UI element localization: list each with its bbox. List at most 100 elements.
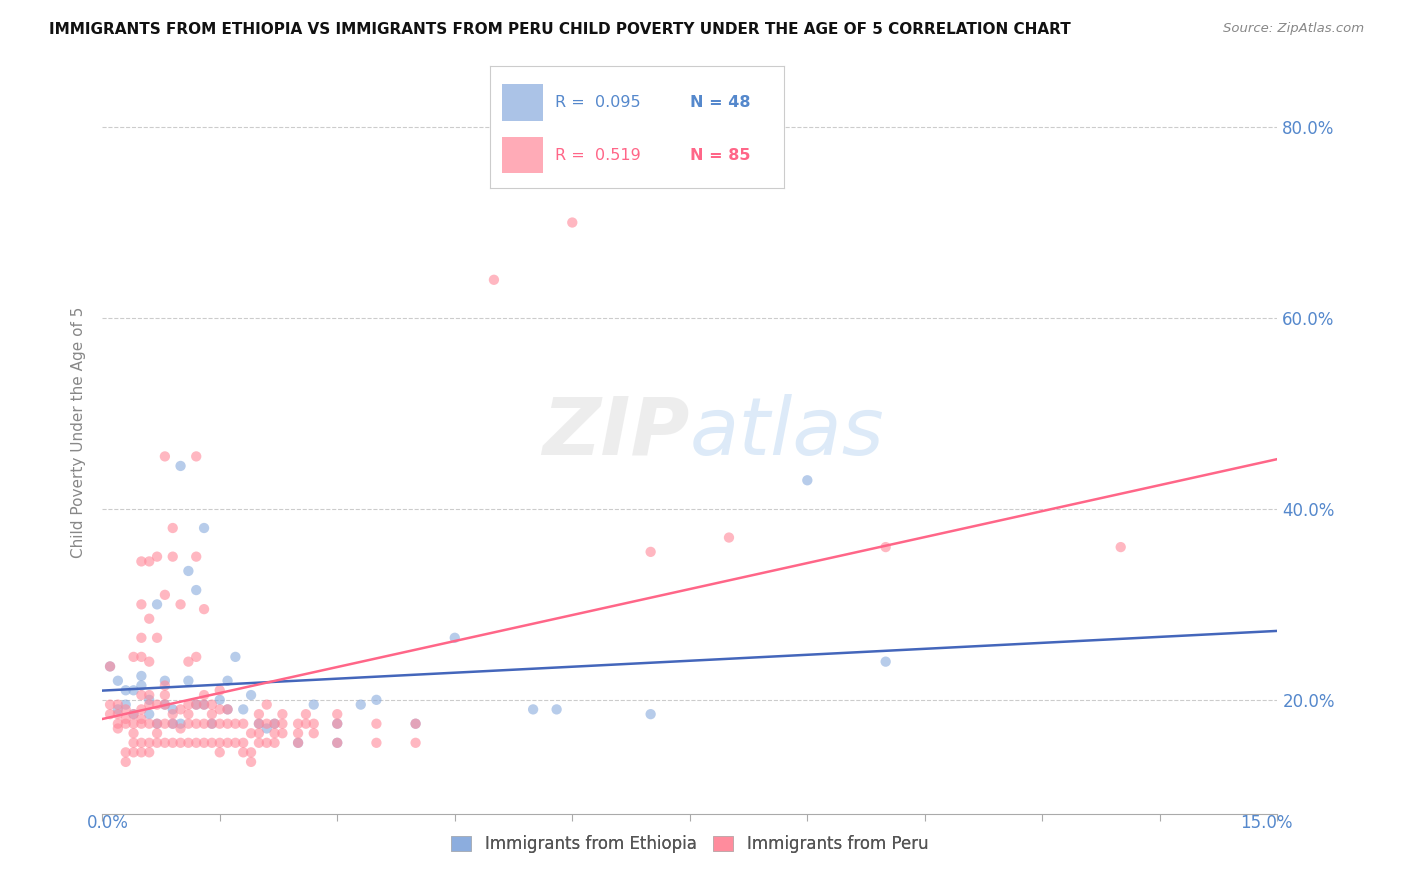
Point — [256, 698, 278, 712]
Point — [208, 693, 231, 707]
Point — [287, 726, 309, 740]
Point — [240, 755, 263, 769]
Point — [263, 716, 285, 731]
Point — [405, 716, 427, 731]
Point — [186, 698, 208, 712]
Point — [193, 698, 215, 712]
Point — [122, 736, 145, 750]
Point — [208, 702, 231, 716]
Point — [146, 726, 169, 740]
Point — [240, 726, 263, 740]
Point — [138, 736, 160, 750]
Point — [295, 716, 318, 731]
Point — [326, 736, 349, 750]
Point — [131, 679, 153, 693]
Point — [131, 554, 153, 568]
Point — [271, 726, 294, 740]
Point — [131, 669, 153, 683]
Point — [153, 450, 176, 464]
Point — [98, 659, 121, 673]
Point — [186, 736, 208, 750]
Point — [201, 716, 224, 731]
Point — [208, 745, 231, 759]
Point — [153, 736, 176, 750]
Point — [193, 602, 215, 616]
Point — [186, 450, 208, 464]
Point — [131, 688, 153, 702]
Point — [131, 736, 153, 750]
Point — [138, 698, 160, 712]
Point — [169, 598, 191, 612]
Point — [240, 688, 263, 702]
Point — [138, 688, 160, 702]
Point — [131, 598, 153, 612]
Point — [561, 215, 583, 229]
Point — [186, 649, 208, 664]
Point — [875, 655, 897, 669]
Point — [217, 673, 239, 688]
Point — [201, 698, 224, 712]
Point — [98, 698, 121, 712]
Point — [162, 521, 184, 535]
Point — [114, 745, 136, 759]
Point — [201, 716, 224, 731]
Point — [350, 698, 373, 712]
Point — [640, 707, 662, 722]
Point — [287, 736, 309, 750]
Point — [146, 598, 169, 612]
Point — [153, 588, 176, 602]
Point — [326, 736, 349, 750]
Point — [186, 549, 208, 564]
Point — [208, 736, 231, 750]
Point — [186, 698, 208, 712]
Point — [522, 702, 544, 716]
Point — [177, 707, 200, 722]
Text: Source: ZipAtlas.com: Source: ZipAtlas.com — [1223, 22, 1364, 36]
Point — [107, 673, 129, 688]
Point — [138, 745, 160, 759]
Point — [366, 736, 388, 750]
Point — [138, 716, 160, 731]
Point — [98, 707, 121, 722]
Point — [193, 736, 215, 750]
Point — [107, 722, 129, 736]
Point — [138, 693, 160, 707]
Point — [169, 702, 191, 716]
Point — [232, 702, 254, 716]
Point — [263, 716, 285, 731]
Point — [114, 712, 136, 726]
Point — [302, 698, 325, 712]
Point — [153, 673, 176, 688]
Point — [287, 736, 309, 750]
Point — [263, 726, 285, 740]
Point — [224, 736, 246, 750]
Point — [122, 707, 145, 722]
Point — [186, 582, 208, 597]
Point — [153, 698, 176, 712]
Point — [287, 716, 309, 731]
Point — [193, 688, 215, 702]
Point — [169, 722, 191, 736]
Legend: Immigrants from Ethiopia, Immigrants from Peru: Immigrants from Ethiopia, Immigrants fro… — [444, 828, 935, 860]
Point — [217, 702, 239, 716]
Point — [366, 716, 388, 731]
Point — [169, 458, 191, 473]
Point — [1109, 540, 1132, 554]
Point — [405, 716, 427, 731]
Point — [875, 540, 897, 554]
Point — [326, 707, 349, 722]
Point — [295, 707, 318, 722]
Point — [122, 716, 145, 731]
Point — [162, 736, 184, 750]
Point — [326, 716, 349, 731]
Point — [640, 545, 662, 559]
Point — [169, 716, 191, 731]
Point — [107, 702, 129, 716]
Point — [177, 564, 200, 578]
Point — [162, 716, 184, 731]
Point — [232, 745, 254, 759]
Point — [224, 716, 246, 731]
Point — [302, 716, 325, 731]
Point — [146, 631, 169, 645]
Text: ZIP: ZIP — [543, 393, 690, 472]
